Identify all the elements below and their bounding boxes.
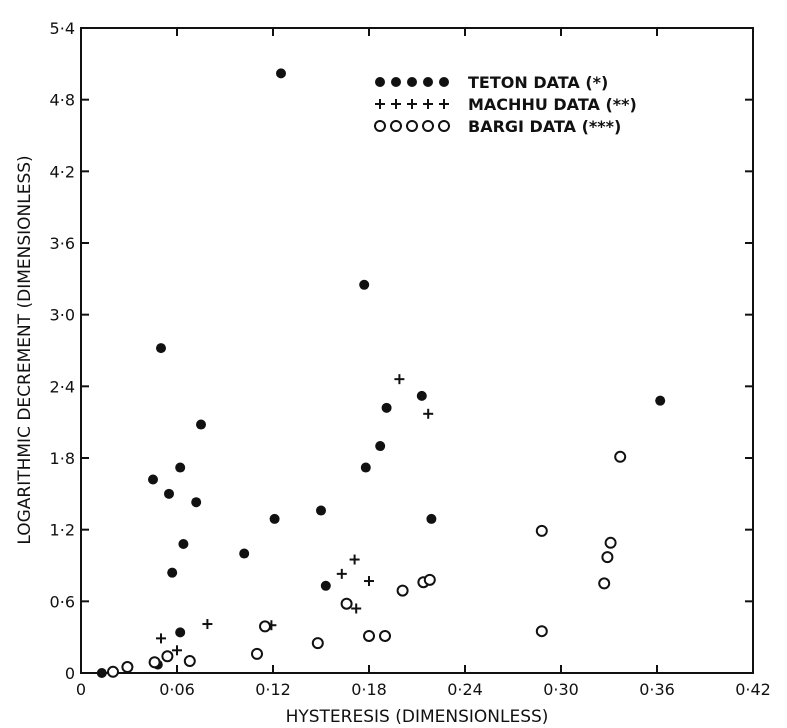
machhu-point <box>364 576 374 587</box>
bargi-point <box>601 551 614 564</box>
teton-point <box>320 580 331 591</box>
bargi-point <box>535 625 548 638</box>
bargi-point <box>183 655 196 668</box>
machhu-point <box>336 568 347 579</box>
plot-area-frame <box>80 27 754 674</box>
bargi-point <box>121 661 134 674</box>
legend: TETON DATA (*) MACHHU DATA (**) BARGI DATA… <box>374 73 637 136</box>
teton-point <box>175 462 186 473</box>
legend-teton: TETON DATA (*) <box>375 73 608 92</box>
teton-point <box>96 668 107 678</box>
machhu-point <box>351 603 362 614</box>
legend-label: BARGI DATA (***) <box>468 117 621 136</box>
bargi-point <box>340 597 353 610</box>
bargi-point <box>259 620 271 633</box>
x-tick-label: 0 <box>76 680 86 699</box>
teton-point <box>164 488 174 499</box>
x-axis-title: HYSTERESIS (DIMENSIONLESS) <box>286 707 549 727</box>
teton-point <box>426 513 437 524</box>
bargi-point <box>311 637 324 650</box>
teton-point <box>167 567 178 578</box>
teton-point <box>196 419 206 430</box>
teton-point <box>375 441 386 452</box>
teton-point <box>416 390 427 401</box>
legend-symbol <box>391 99 401 109</box>
bargi-point <box>423 573 436 586</box>
bargi-point <box>161 650 174 663</box>
bargi-point <box>396 584 409 597</box>
teton-point <box>191 497 202 508</box>
y-tick-label: 4·8 <box>50 91 75 110</box>
data-points <box>96 68 666 678</box>
y-tick-label: 2·4 <box>50 377 75 396</box>
teton-point <box>381 402 392 413</box>
x-tick-label: 0·06 <box>159 680 195 699</box>
y-tick-label: 5·4 <box>50 19 75 38</box>
bargi-point <box>251 647 263 660</box>
legend-bargi: BARGI DATA (***) <box>374 117 621 136</box>
legend-symbol <box>407 99 417 109</box>
legend-symbol <box>375 77 385 87</box>
legend-symbol <box>391 77 401 87</box>
x-tick-labels: 0 0·06 0·12 0·18 0·24 0·30 0·36 0·42 <box>76 680 771 699</box>
y-tick-label: 0 <box>65 664 75 683</box>
y-axis-title: LOGARITHMIC DECREMENT (DIMENSIONLESS) <box>15 155 35 544</box>
machhu-point <box>349 554 360 565</box>
y-tick-label: 3·6 <box>50 234 75 253</box>
bargi-point <box>363 629 375 642</box>
bargi-point <box>379 629 391 642</box>
bargi-point <box>107 665 119 678</box>
machhu-point <box>202 619 213 630</box>
legend-symbol <box>438 120 450 132</box>
teton-point <box>239 548 250 559</box>
teton-point <box>359 279 370 290</box>
teton-point <box>316 505 326 516</box>
teton-point <box>655 395 666 406</box>
legend-symbol <box>390 120 402 132</box>
legend-symbol <box>407 77 417 87</box>
legend-symbol <box>422 120 434 132</box>
y-tick-labels: 0 0·6 1·2 1·8 2·4 3·0 3·6 4·2 4·8 5·4 <box>50 19 75 683</box>
legend-label: TETON DATA (*) <box>468 73 608 92</box>
bargi-point <box>148 656 161 669</box>
machhu-point <box>172 645 182 656</box>
teton-point <box>178 539 189 549</box>
machhu-point <box>156 633 166 644</box>
legend-symbol <box>439 77 449 87</box>
bargi-point <box>598 577 611 590</box>
machhu-point <box>423 408 434 419</box>
teton-point <box>148 474 158 485</box>
legend-symbol <box>423 99 433 109</box>
x-tick-label: 0·12 <box>255 680 291 699</box>
legend-machhu: MACHHU DATA (**) <box>375 95 637 114</box>
x-tick-label: 0·42 <box>735 680 771 699</box>
legend-label: MACHHU DATA (**) <box>468 95 637 114</box>
x-tick-label: 0·30 <box>543 680 579 699</box>
y-tick-label: 3·0 <box>50 306 75 325</box>
axis-ticks <box>80 27 754 674</box>
legend-symbol <box>406 120 418 132</box>
legend-symbol <box>374 120 386 132</box>
legend-symbol <box>423 77 433 87</box>
teton-point <box>156 343 166 354</box>
machhu-point <box>394 374 405 385</box>
y-tick-label: 1·2 <box>50 521 75 540</box>
y-tick-label: 1·8 <box>50 449 75 468</box>
bargi-point <box>535 524 548 537</box>
x-tick-label: 0·24 <box>447 680 483 699</box>
legend-symbol <box>375 99 385 109</box>
teton-point <box>175 627 186 638</box>
bargi-point <box>604 536 617 549</box>
teton-point <box>360 462 371 473</box>
y-tick-label: 4·2 <box>50 162 75 181</box>
x-tick-label: 0·18 <box>351 680 387 699</box>
legend-symbol <box>439 99 449 109</box>
y-tick-label: 0·6 <box>50 592 75 611</box>
teton-point <box>269 513 280 524</box>
bargi-point <box>614 450 627 463</box>
teton-point <box>276 68 286 79</box>
x-tick-label: 0·36 <box>639 680 675 699</box>
